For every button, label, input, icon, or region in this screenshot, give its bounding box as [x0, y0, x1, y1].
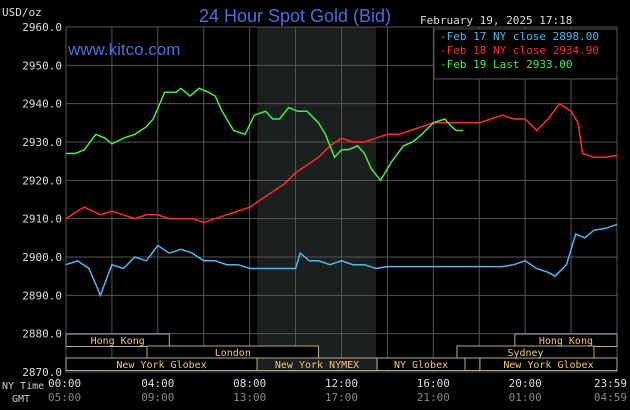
nymex-highlight: [257, 27, 376, 372]
x-tick-label-gmt: 13:00: [233, 391, 266, 404]
session-label: New York Globex: [116, 360, 206, 371]
y-tick-label: 2890.0: [22, 289, 62, 302]
y-tick-label: 2900.0: [22, 251, 62, 264]
x-row-label-gmt: GMT: [12, 394, 30, 405]
x-tick-label-ny: 04:00: [141, 377, 174, 390]
y-tick-label: 2910.0: [22, 213, 62, 226]
y-axis-label: USD/oz: [2, 6, 42, 19]
session-label: Hong Kong: [91, 336, 145, 347]
session-label: London: [215, 348, 251, 359]
x-tick-label-gmt: 04:59: [594, 391, 627, 404]
x-tick-label-gmt: 01:00: [509, 391, 542, 404]
legend-entry: -Feb 17 NY close 2898.00: [440, 30, 599, 43]
chart-title: 24 Hour Spot Gold (Bid): [199, 6, 391, 26]
grid: [65, 26, 618, 373]
y-tick-label: 2960.0: [22, 21, 62, 34]
x-tick-label-gmt: 09:00: [141, 391, 174, 404]
x-tick-label-ny: 12:00: [325, 377, 358, 390]
session-label: NY Globex: [394, 360, 448, 371]
session-label: New York Globex: [503, 360, 593, 371]
series-line: [65, 102, 618, 224]
legend: -Feb 17 NY close 2898.00-Feb 18 NY close…: [433, 28, 618, 80]
session-label: New York NYMEX: [275, 360, 359, 371]
y-tick-label: 2950.0: [22, 59, 62, 72]
x-tick-label-ny: 20:00: [509, 377, 542, 390]
legend-entry: -Feb 19 Last 2933.00: [440, 58, 572, 71]
series-line: [65, 223, 618, 298]
timestamp: February 19, 2025 17:18: [420, 14, 572, 27]
series-lines: [65, 87, 618, 298]
x-tick-label-gmt: 05:00: [48, 391, 81, 404]
session-label: Hong Kong: [539, 336, 593, 347]
legend-box: [433, 28, 618, 80]
series-line: [66, 87, 464, 182]
session-bar: [464, 357, 481, 371]
y-tick-label: 2940.0: [22, 98, 62, 111]
x-row-label-ny: NY Time: [2, 381, 44, 392]
x-tick-label-ny: 23:59: [594, 377, 627, 390]
x-tick-label-gmt: 17:00: [325, 391, 358, 404]
y-tick-label: 2880.0: [22, 328, 62, 341]
y-tick-label: 2920.0: [22, 174, 62, 187]
session-label: Sydney: [507, 348, 543, 359]
session-bar: [65, 333, 170, 347]
watermark: www.kitco.com: [67, 40, 180, 59]
y-tick-label: 2930.0: [22, 136, 62, 149]
legend-entry: -Feb 18 NY close 2934.90: [440, 44, 599, 57]
x-tick-label-ny: 08:00: [233, 377, 266, 390]
x-tick-label-gmt: 21:00: [417, 391, 450, 404]
y-tick-label: 2870.0: [22, 366, 62, 379]
x-tick-label-ny: 16:00: [417, 377, 450, 390]
y-axis: 2960.0 2950.0 2940.0 2930.0 2920.0 2910.0 2900…: [22, 21, 62, 379]
session-bar: [479, 357, 618, 371]
x-tick-label-ny: 00:00: [48, 377, 81, 390]
